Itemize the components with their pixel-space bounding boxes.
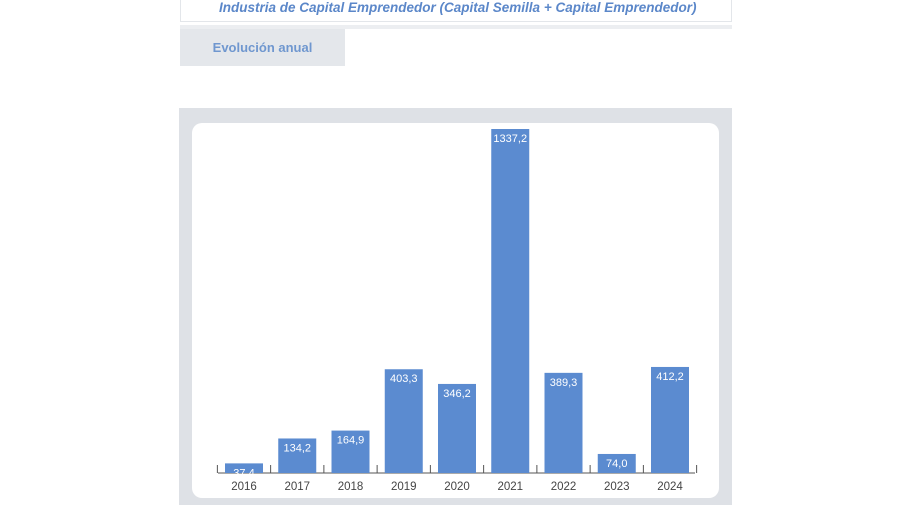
bar-chart: 37,4 2016 134,2 2017 164,9 2018 403,3 2019 346,2… (216, 129, 698, 493)
data-label-2017: 134,2 (283, 442, 311, 454)
x-tick-label-2020: 2020 (444, 481, 470, 493)
bar-2021 (491, 129, 530, 473)
bar-2022 (544, 372, 583, 473)
bar-2019 (384, 369, 423, 473)
data-label-2023: 74,0 (606, 458, 627, 470)
bar-2018 (331, 430, 370, 473)
data-label-2019: 403,3 (390, 373, 418, 385)
x-tick-label-2016: 2016 (231, 481, 257, 493)
tab-evolucion-anual[interactable]: Evolución anual (180, 29, 345, 66)
x-tick-label-2018: 2018 (338, 481, 364, 493)
bar-2023 (597, 453, 636, 473)
x-tick-label-2021: 2021 (497, 481, 523, 493)
divider (180, 25, 732, 29)
data-label-2020: 346,2 (443, 388, 471, 400)
bar-2016 (225, 463, 263, 473)
data-label-2022: 389,3 (550, 377, 578, 389)
x-tick-label-2022: 2022 (551, 481, 577, 493)
x-tick-label-2017: 2017 (284, 481, 310, 493)
x-tick-label-2024: 2024 (657, 481, 683, 493)
x-tick-label-2019: 2019 (391, 481, 417, 493)
data-label-2016: 37,4 (233, 467, 254, 479)
x-tick-label-2023: 2023 (604, 481, 630, 493)
section-title: Industria de Capital Emprendedor (Capita… (219, 0, 697, 15)
chart-panel: 37,4 2016 134,2 2017 164,9 2018 403,3 2019 346,2… (179, 108, 732, 505)
data-label-2021: 1337,2 (493, 133, 527, 145)
data-label-2018: 164,9 (337, 435, 365, 447)
bar-2017 (278, 438, 317, 473)
bar-2020 (438, 383, 476, 473)
chart-card: 37,4 2016 134,2 2017 164,9 2018 403,3 2019 346,2… (192, 123, 719, 498)
header-box: Industria de Capital Emprendedor (Capita… (180, 0, 732, 22)
data-label-2024: 412,2 (656, 371, 684, 383)
bar-2024 (651, 366, 689, 473)
